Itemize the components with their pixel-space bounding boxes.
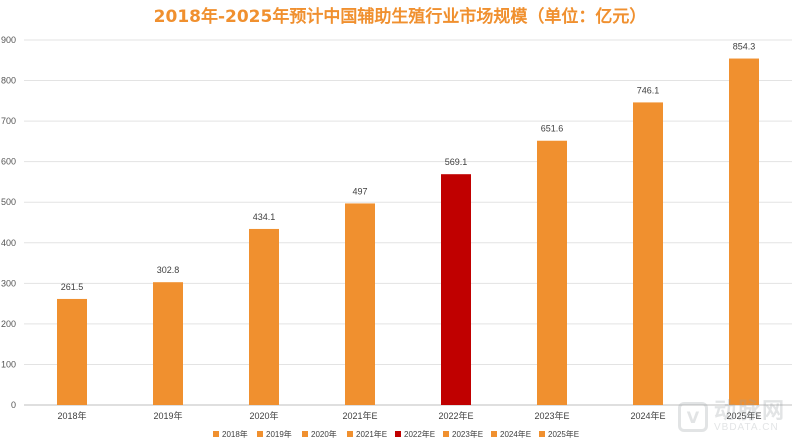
x-axis: 2018年 2019年 2020年 2021年E 2022年E 2023年E 2024年E 2… xyxy=(57,410,761,421)
legend-swatch xyxy=(539,431,545,437)
data-label: 854.3 xyxy=(733,42,756,52)
watermark-logo-icon: V xyxy=(677,402,708,432)
bar xyxy=(345,203,375,405)
y-axis: 0 100 200 300 400 500 600 700 800 900 xyxy=(1,35,16,410)
x-tick-label: 2020年 xyxy=(249,410,278,421)
data-label: 746.1 xyxy=(637,85,660,95)
bar xyxy=(537,140,567,406)
data-label: 261.5 xyxy=(61,282,84,292)
y-tick-label: 300 xyxy=(1,278,16,288)
x-tick-label: 2018年 xyxy=(57,410,86,421)
bar xyxy=(153,282,183,405)
legend-label: 2022年E xyxy=(404,429,435,439)
bar xyxy=(249,228,279,405)
x-tick-label: 2023年E xyxy=(534,410,569,421)
y-tick-label: 500 xyxy=(1,197,16,207)
legend-label: 2021年E xyxy=(356,429,387,439)
legend-label: 2020年 xyxy=(311,429,337,439)
legend-label: 2018年 xyxy=(222,429,248,439)
watermark-text: 动脉网 xyxy=(713,399,786,424)
bar xyxy=(441,174,471,405)
legend-swatch xyxy=(491,431,497,437)
x-tick-label: 2022年E xyxy=(438,410,473,421)
legend-swatch xyxy=(302,431,308,437)
legend-label: 2023年E xyxy=(452,429,483,439)
legend-label: 2019年 xyxy=(266,429,292,439)
bar xyxy=(729,58,759,406)
y-tick-label: 900 xyxy=(1,35,16,45)
y-tick-label: 600 xyxy=(1,157,16,167)
y-tick-label: 200 xyxy=(1,319,16,329)
legend: 2018年 2019年 2020年 2021年E 2022年E 2023年E 2024年E 2… xyxy=(213,429,579,439)
x-tick-label: 2019年 xyxy=(153,410,182,421)
gridlines xyxy=(24,39,792,406)
legend-swatch xyxy=(213,431,219,437)
data-label: 569.1 xyxy=(445,157,468,167)
bar xyxy=(57,298,87,405)
chart-title: 2018年-2025年预计中国辅助生殖行业市场规模（单位：亿元） xyxy=(154,6,647,27)
bar xyxy=(633,102,663,405)
data-label: 497 xyxy=(352,186,367,196)
x-tick-label: 2025年E xyxy=(726,410,761,421)
legend-swatch xyxy=(395,431,401,437)
legend-label: 2025年E xyxy=(548,429,579,439)
y-tick-label: 100 xyxy=(1,359,16,369)
legend-label: 2024年E xyxy=(500,429,531,439)
watermark: V 动脉网 VBDATA.CN xyxy=(677,399,786,433)
y-tick-label: 700 xyxy=(1,116,16,126)
data-label: 434.1 xyxy=(253,212,276,222)
bars: 261.5 302.8 434.1 497 569.1 651.6 746.1 854.3 xyxy=(57,42,759,406)
y-tick-label: 800 xyxy=(1,76,16,86)
data-label: 302.8 xyxy=(157,265,180,275)
legend-swatch xyxy=(443,431,449,437)
y-tick-label: 400 xyxy=(1,238,16,248)
y-tick-label: 0 xyxy=(11,400,16,410)
watermark-subtext: VBDATA.CN xyxy=(713,422,779,433)
legend-swatch xyxy=(347,431,353,437)
data-label: 651.6 xyxy=(541,124,564,134)
x-tick-label: 2024年E xyxy=(630,410,665,421)
legend-swatch xyxy=(257,431,263,437)
x-tick-label: 2021年E xyxy=(342,410,377,421)
